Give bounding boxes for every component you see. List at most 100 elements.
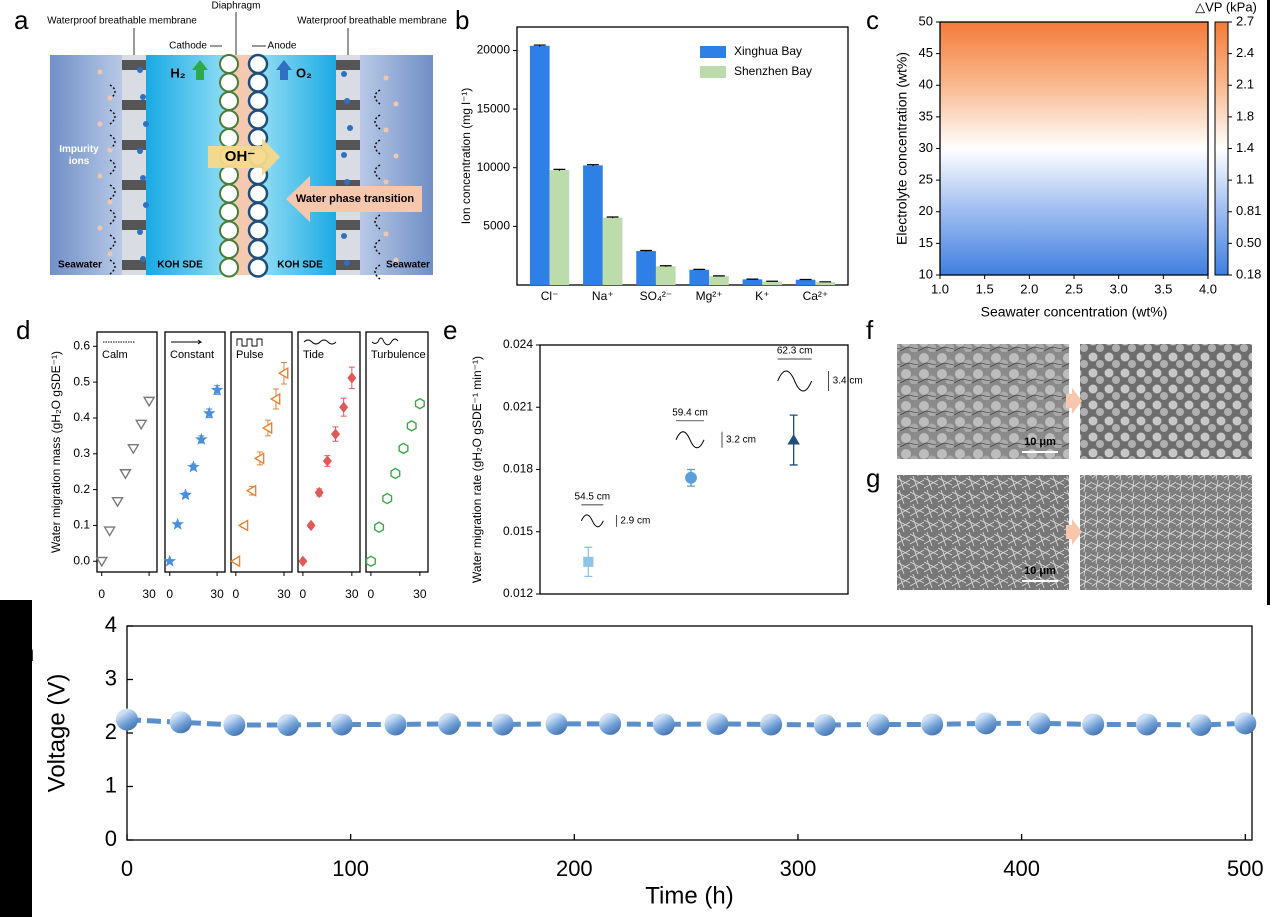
diagram-label: Waterproof breathable membrane <box>47 16 197 27</box>
marker <box>706 712 729 735</box>
x-tick-label: 200 <box>556 856 593 881</box>
x-tick-label: 30 <box>210 587 224 601</box>
y-tick-label: 0.1 <box>73 518 90 532</box>
marker <box>261 421 273 435</box>
axis-label: Electrolyte concentration (wt%) <box>894 52 910 245</box>
colorbar <box>1214 21 1229 276</box>
water <box>137 148 143 154</box>
anode-particle <box>247 257 269 278</box>
line <box>126 717 1246 728</box>
x-tick-label: 30 <box>277 587 291 601</box>
marker <box>322 455 332 467</box>
error-bar <box>606 216 619 219</box>
x-tick-label: 0 <box>368 587 375 601</box>
y-tick-label: 35 <box>919 108 933 123</box>
water <box>140 94 146 100</box>
marker <box>330 713 353 736</box>
y-tick-label: 10 <box>919 266 933 281</box>
marker <box>1135 713 1158 736</box>
ion <box>383 127 389 133</box>
legend-swatch <box>700 46 726 58</box>
sem-image <box>897 475 1069 590</box>
cathode-particle <box>219 91 239 111</box>
colorbar-tick-label: 0.50 <box>1236 235 1261 250</box>
ion <box>107 251 113 257</box>
subplot-title: Constant <box>170 349 214 361</box>
marker <box>169 711 192 734</box>
mode-icon <box>171 339 203 345</box>
marker <box>134 419 148 431</box>
marker <box>491 713 514 736</box>
ion <box>107 199 113 205</box>
x-tick-label: 500 <box>1227 856 1264 881</box>
ion <box>97 121 103 127</box>
y-tick-label: 0.012 <box>503 586 533 600</box>
x-tick-label: 1.5 <box>976 281 994 296</box>
x-tick-label: Ca²⁺ <box>803 289 829 303</box>
panel-label: f <box>866 315 874 345</box>
colorbar-tick-label: 0.81 <box>1236 203 1261 218</box>
migration-arrow <box>374 114 381 130</box>
x-tick-label: 30 <box>142 587 156 601</box>
marker <box>599 712 622 735</box>
anode-particle <box>247 183 269 204</box>
diagram-label: O₂ <box>296 65 312 80</box>
marker <box>229 555 241 568</box>
diagram-label: Cathode <box>169 41 207 52</box>
wavelength-label: 62.3 cm <box>777 346 813 357</box>
y-tick-label: 40 <box>919 77 933 92</box>
water <box>341 233 347 239</box>
transition-arrow <box>286 176 422 222</box>
amplitude-label: 3.4 cm <box>833 376 863 387</box>
ion <box>383 231 389 237</box>
colorbar-tick-label: 1.4 <box>1236 140 1254 155</box>
water <box>344 260 350 266</box>
marker <box>921 713 944 736</box>
marker <box>438 712 461 735</box>
h2-arrow <box>192 60 208 80</box>
marker <box>103 526 116 537</box>
y-tick-label: 0.4 <box>73 410 90 424</box>
ion <box>393 101 399 107</box>
marker <box>398 442 409 455</box>
x-tick-label: 100 <box>332 856 369 881</box>
legend-label: Shenzhen Bay <box>734 64 812 78</box>
migration-arrow <box>109 209 116 225</box>
y-tick-label: 30 <box>919 140 933 155</box>
ion <box>107 147 113 153</box>
x-tick-label: 0 <box>232 587 239 601</box>
wave-icon <box>777 370 813 392</box>
water <box>137 67 143 73</box>
ion <box>393 153 399 159</box>
y-tick-label: 45 <box>919 45 933 60</box>
x-tick-label: 300 <box>780 856 817 881</box>
y-tick-label: 0.6 <box>73 339 90 353</box>
seawater <box>360 55 433 275</box>
sem-image <box>897 344 1069 459</box>
y-tick-label: 0.021 <box>503 399 533 413</box>
edge-bar <box>1267 0 1270 605</box>
membrane-block <box>122 220 146 230</box>
anode-particle <box>247 72 269 93</box>
marker <box>1028 712 1051 735</box>
wavelength-label: 54.5 cm <box>575 491 611 502</box>
marker <box>384 713 407 736</box>
x-tick-label: 3.5 <box>1154 281 1172 296</box>
x-tick-label: 30 <box>345 587 359 601</box>
migration-arrow <box>374 89 381 105</box>
marker <box>194 432 208 445</box>
cathode-particle <box>219 239 239 259</box>
y-tick-label: 0 <box>105 826 117 851</box>
amplitude-label: 3.2 cm <box>726 434 756 445</box>
membrane-block <box>122 140 146 150</box>
y-tick-label: 2 <box>105 719 117 744</box>
x-tick-label: 3.0 <box>1110 281 1128 296</box>
y-tick-label: 0.5 <box>73 374 90 388</box>
subplot-frame <box>297 331 361 573</box>
scale-bar-label: 10 μm <box>1024 436 1056 448</box>
panel-label: c <box>866 5 879 35</box>
ion <box>97 173 103 179</box>
water <box>344 179 350 185</box>
membrane-block <box>336 220 360 230</box>
